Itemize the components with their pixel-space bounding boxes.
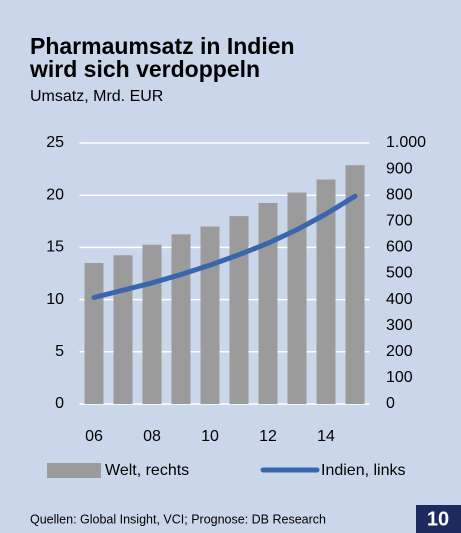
legend-label: Indien, links	[321, 462, 406, 479]
y2-tick-label: 500	[386, 265, 413, 282]
y2-tick-label: 100	[386, 369, 413, 386]
legend-label: Welt, rechts	[105, 462, 189, 479]
y-tick-label: 10	[46, 291, 64, 308]
y2-tick-label: 400	[386, 291, 413, 308]
y2-tick-label: 900	[386, 160, 413, 177]
bar	[345, 165, 365, 404]
bar	[200, 226, 220, 404]
bar	[258, 203, 278, 404]
y2-tick-label: 800	[386, 186, 413, 203]
bar	[287, 192, 307, 404]
source: Quellen: Global Insight, VCI; Prognose: …	[30, 512, 326, 526]
page-number: 10	[427, 508, 449, 530]
bar	[316, 179, 336, 404]
bar	[171, 234, 191, 404]
chart-subtitle: Umsatz, Mrd. EUR	[30, 88, 163, 105]
y-tick-label: 25	[46, 134, 64, 151]
chart-title: wird sich verdoppeln	[29, 56, 260, 82]
chart-title: Pharmaumsatz in Indien	[30, 33, 295, 59]
line	[91, 193, 358, 301]
bar	[142, 244, 162, 404]
y2-tick-label: 300	[386, 317, 413, 334]
y-tick-label: 0	[55, 395, 64, 412]
y2-tick-label: 700	[386, 213, 413, 230]
y-tick-label: 20	[46, 186, 64, 203]
y2-tick-label: 600	[386, 239, 413, 256]
y-tick-label: 5	[55, 343, 64, 360]
y2-tick-label: 1.000	[386, 134, 426, 151]
bar	[84, 263, 104, 404]
bar	[113, 255, 133, 404]
x-tick-label: 10	[201, 428, 219, 445]
bar	[229, 216, 249, 404]
y2-tick-label: 0	[386, 395, 395, 412]
x-tick-label: 06	[85, 428, 103, 445]
y-tick-label: 15	[46, 239, 64, 256]
x-tick-label: 12	[259, 428, 277, 445]
legend-swatch	[47, 463, 101, 478]
x-tick-label: 14	[317, 428, 335, 445]
page-badge	[416, 505, 461, 533]
x-tick-label: 08	[143, 428, 161, 445]
y2-tick-label: 200	[386, 343, 413, 360]
